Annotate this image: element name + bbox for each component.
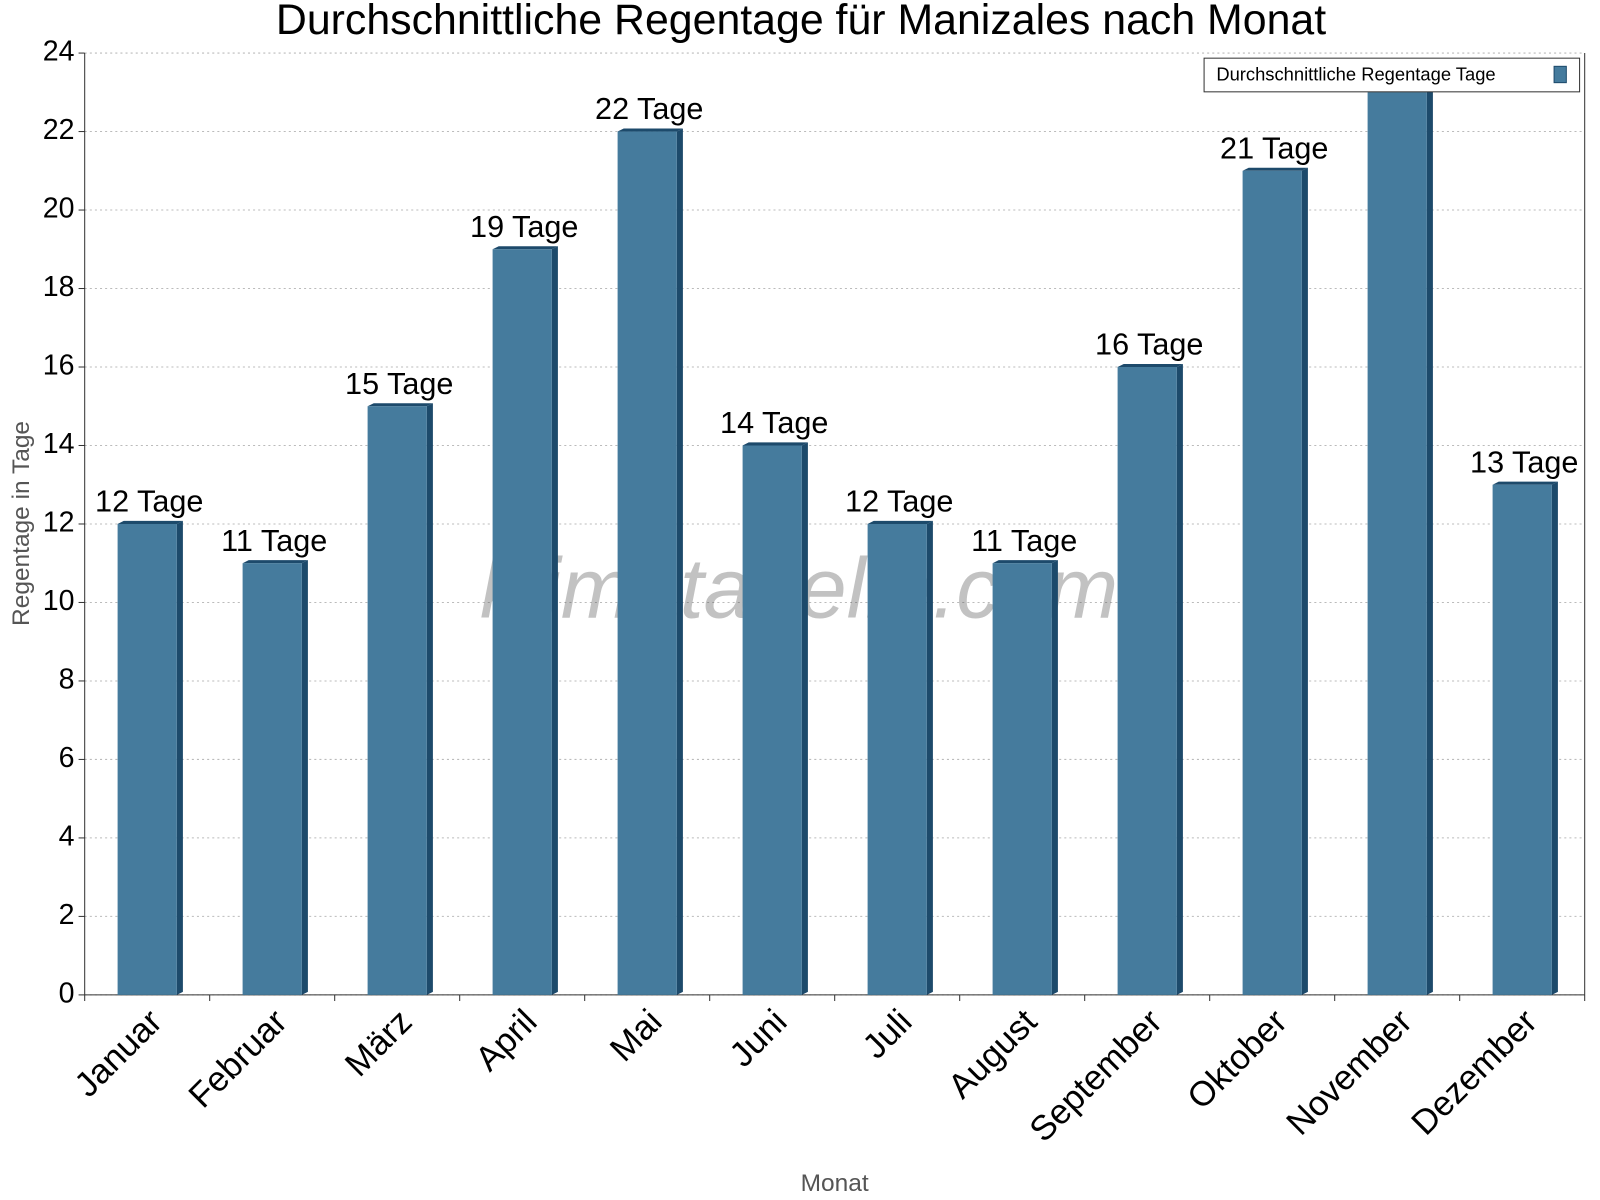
bar-top: [1492, 481, 1558, 485]
bar-side: [1051, 560, 1058, 995]
bar-side: [1176, 363, 1183, 995]
value-label: 21 Tage: [1220, 131, 1328, 165]
bar: [242, 563, 302, 995]
bar: [492, 249, 552, 995]
y-tick-label: 12: [43, 507, 75, 539]
bar: [867, 523, 927, 995]
bar-top: [617, 128, 683, 132]
x-axis-label: Monat: [801, 1170, 869, 1197]
y-tick-label: 8: [59, 663, 75, 695]
y-tick-label: 14: [43, 428, 75, 460]
bar-side: [1301, 167, 1308, 995]
bar-group: [1367, 89, 1433, 995]
x-tick-label: April: [469, 1003, 545, 1079]
value-label: 12 Tage: [845, 485, 953, 519]
chart-title: Durchschnittliche Regentage für Manizale…: [276, 0, 1326, 44]
y-tick-label: 20: [43, 193, 75, 225]
x-tick-label: Februar: [182, 1003, 295, 1116]
legend-box: [1203, 57, 1581, 93]
y-tick-label: 6: [59, 742, 75, 774]
bar-top: [367, 403, 433, 407]
bar-top: [117, 520, 183, 524]
value-label: 15 Tage: [345, 367, 453, 401]
x-tick-label: Dezember: [1405, 1003, 1545, 1143]
bar: [742, 445, 802, 995]
bar: [992, 563, 1052, 995]
bar: [117, 523, 177, 995]
bar-group: [992, 560, 1058, 995]
x-tick-label: März: [338, 1003, 419, 1084]
y-tick-label: 10: [43, 585, 75, 617]
y-tick-label: 18: [43, 271, 75, 303]
x-tick-label: September: [1023, 1003, 1170, 1150]
x-tick-label: Januar: [68, 1003, 170, 1105]
legend: Durchschnittliche Regentage Tage: [1203, 57, 1581, 93]
bar: [1492, 484, 1552, 995]
value-label: 11 Tage: [221, 524, 327, 558]
x-tick-label: August: [941, 1002, 1044, 1105]
bar-top: [242, 560, 308, 564]
bar-top: [1117, 363, 1183, 368]
y-tick-label: 22: [43, 114, 75, 146]
value-label: 16 Tage: [1095, 328, 1203, 362]
bar-group: [492, 246, 558, 995]
bar-side: [551, 246, 558, 995]
bar-top: [992, 560, 1058, 564]
bar-top: [492, 246, 558, 250]
bar: [1117, 367, 1177, 995]
bar: [617, 131, 677, 995]
bar: [1242, 170, 1302, 995]
bar-group: [242, 560, 308, 995]
bar-side: [426, 403, 433, 995]
y-tick-label: 16: [43, 350, 75, 382]
bar-top: [742, 442, 808, 446]
bar-top: [867, 520, 933, 524]
bar-side: [301, 560, 308, 995]
bar: [367, 406, 427, 995]
bar-top: [1242, 167, 1308, 171]
bar-group: [1117, 363, 1183, 995]
value-label: 13 Tage: [1470, 445, 1578, 479]
bar: [1367, 92, 1427, 995]
bar-group: [367, 403, 433, 995]
value-label: 11 Tage: [971, 524, 1077, 558]
bar-side: [676, 128, 683, 995]
x-tick-label: Juni: [723, 1003, 795, 1075]
bar-side: [926, 520, 933, 995]
bar-group: [1242, 167, 1308, 995]
bar-side: [176, 520, 183, 995]
y-tick-label: 24: [43, 36, 75, 68]
value-label: 12 Tage: [95, 485, 203, 519]
value-label: 22 Tage: [595, 92, 703, 126]
legend-swatch: [1553, 65, 1567, 84]
y-axis-label: Regentage in Tage: [8, 421, 35, 626]
value-label: 14 Tage: [720, 406, 828, 440]
bar-group: [117, 520, 183, 995]
y-tick-label: 2: [59, 899, 75, 931]
value-label: 19 Tage: [470, 210, 578, 244]
y-tick-label: 0: [59, 977, 75, 1009]
x-tick-label: November: [1280, 1003, 1420, 1143]
bar-group: [617, 128, 683, 995]
bar-group: [867, 520, 933, 995]
bar-side: [801, 442, 808, 995]
bar-side: [1426, 89, 1433, 995]
y-tick-label: 4: [59, 820, 75, 852]
bar-group: [742, 442, 808, 995]
bar-group: [1492, 481, 1558, 995]
bar-side: [1551, 481, 1558, 995]
legend-label: Durchschnittliche Regentage Tage: [1216, 63, 1495, 84]
x-tick-label: Oktober: [1180, 1003, 1294, 1117]
x-tick-label: Mai: [603, 1003, 669, 1069]
x-tick-label: Juli: [856, 1003, 920, 1067]
